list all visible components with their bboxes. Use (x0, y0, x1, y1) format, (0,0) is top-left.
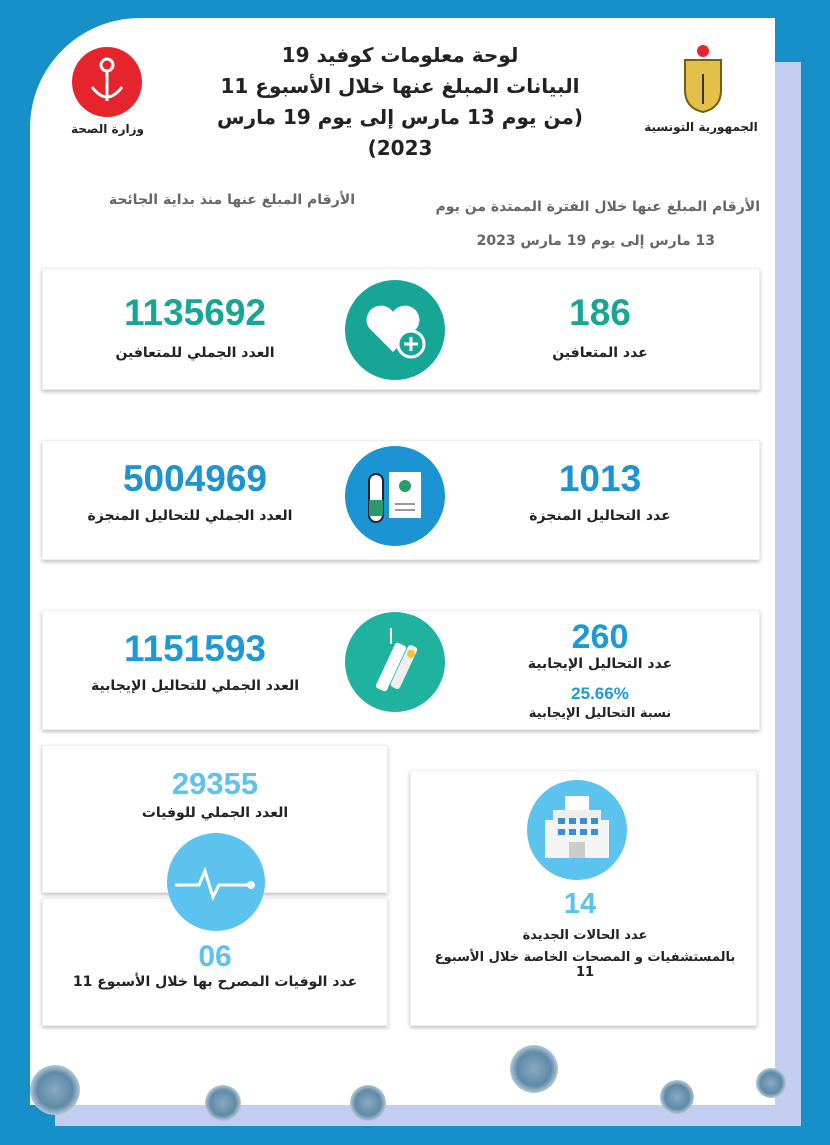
republic-emblem (680, 44, 726, 114)
positive-weekly-label: عدد التحاليل الإيجابية (527, 656, 673, 672)
recovered-total-label: العدد الجملي للمتعافين (115, 345, 275, 361)
cumulative-subheader: الأرقام المبلغ عنها منذ بداية الجائحة (108, 192, 355, 208)
ministry-label: وزارة الصحة (70, 122, 145, 136)
swab-test-icon (345, 612, 445, 712)
tests-weekly-value: 1013 (558, 458, 642, 499)
positive-weekly-value: 260 (571, 618, 629, 656)
test-tube-report-icon (345, 446, 445, 546)
positivity-rate-label: نسبة التحاليل الإيجابية (528, 706, 672, 721)
hospital-label-line1: عدد الحالات الجديدة (522, 928, 648, 943)
hospital-label-line2: بالمستشفيات و المصحات الخاصة خلال الأسبو… (434, 950, 736, 980)
positive-total-label: العدد الجملي للتحاليل الإيجابية (90, 678, 300, 694)
heart-plus-icon (345, 280, 445, 380)
recovered-weekly-value: 186 (569, 292, 631, 333)
decorative-strip-right (775, 62, 801, 1126)
recovered-weekly-label: عدد المتعافين (552, 345, 648, 361)
deaths-weekly-value: 06 (198, 940, 232, 973)
weekly-subheader: الأرقام المبلغ عنها خلال الفترة الممتدة … (410, 190, 760, 258)
virus-icon (660, 1080, 694, 1114)
virus-icon (30, 1065, 80, 1115)
deaths-weekly-label: عدد الوفيات المصرح بها خلال الأسبوع 11 (72, 974, 358, 990)
virus-icon (756, 1068, 786, 1098)
page-title: لوحة معلومات كوفيد 19 البيانات المبلغ عن… (200, 40, 600, 164)
tests-total-label: العدد الجملي للتحاليل المنجزة (87, 508, 293, 524)
weekly-subheader-line: 13 مارس إلى يوم 19 مارس 2023 (476, 233, 715, 249)
weekly-subheader-line: الأرقام المبلغ عنها خلال الفترة الممتدة … (435, 199, 760, 215)
recovered-total-value: 1135692 (123, 292, 266, 333)
republic-label: الجمهورية التونسية (644, 120, 758, 134)
virus-icon (510, 1045, 558, 1093)
deaths-total-value: 29355 (171, 766, 259, 801)
tests-total-value: 5004969 (122, 458, 268, 499)
title-line: البيانات المبلغ عنها خلال الأسبوع 11 (220, 74, 580, 98)
hospital-value: 14 (563, 888, 597, 920)
deaths-total-label: العدد الجملي للوفيات (141, 805, 289, 821)
positivity-rate-value: 25.66% (571, 684, 629, 703)
heartbeat-icon (167, 833, 265, 931)
tests-weekly-label: عدد التحاليل المنجزة (529, 508, 671, 524)
hospital-icon (527, 780, 627, 880)
virus-icon (205, 1085, 241, 1121)
title-line: لوحة معلومات كوفيد 19 (281, 43, 519, 67)
title-line: (من يوم 13 مارس إلى يوم 19 مارس 2023) (217, 105, 583, 160)
positive-total-value: 1151593 (123, 628, 266, 669)
virus-icon (350, 1085, 386, 1121)
decorative-strip-bottom (55, 1104, 801, 1126)
ministry-logo (72, 47, 142, 117)
